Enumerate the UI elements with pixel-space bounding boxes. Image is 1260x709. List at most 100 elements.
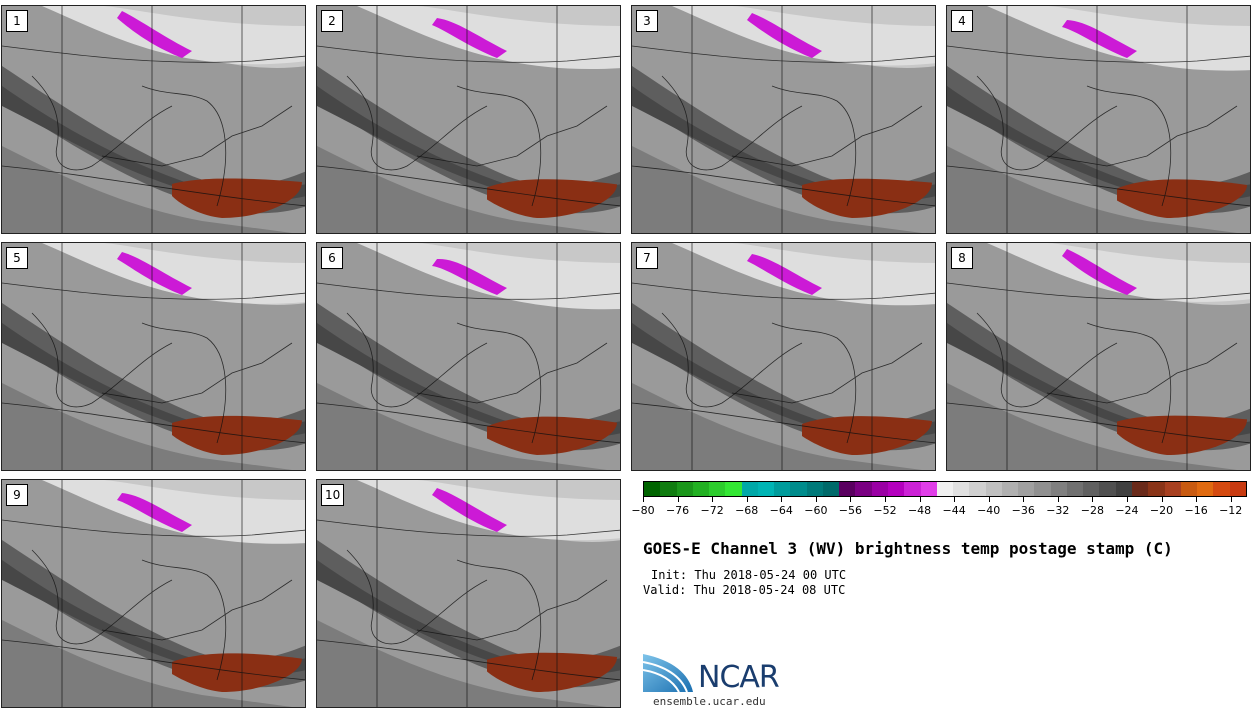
colorbar-tick-mark [954,497,956,502]
colorbar-tick-mark [1161,497,1163,502]
colorbar-ticks: −80 −76 −72 −68 −64 −60 −56 −52 −48 −44 −40 −36 −32−… [631,497,1247,519]
colorbar-swatch [709,482,726,496]
colorbar-swatch [871,482,888,496]
colorbar-swatch [1180,482,1198,496]
colorbar-swatch [953,482,970,496]
water-vapor-map [947,6,1250,233]
colorbar-tick-label: −36 [1011,504,1035,517]
colorbar-tick-label: −72 [700,504,724,517]
colorbar-swatch [725,482,742,496]
water-vapor-map [632,6,935,233]
panel-label: 10 [321,484,345,506]
panel-label: 7 [636,247,658,269]
colorbar-swatch [904,482,921,496]
colorbar-tick-label: −68 [735,504,759,517]
panel-label: 3 [636,10,658,32]
colorbar-swatch [1083,482,1100,496]
colorbar-tick-label: −44 [942,504,966,517]
map-panel: 6 [316,242,621,471]
colorbar-tick-label: −12 [1219,504,1243,517]
colorbar-swatch [1131,482,1149,496]
panel-label: 6 [321,247,343,269]
colorbar-tick-mark [1196,497,1198,502]
water-vapor-map [317,243,620,470]
site-url: ensemble.ucar.edu [653,695,766,708]
colorbar-swatch [1001,482,1019,496]
colorbar-swatch [855,482,872,496]
colorbar-swatch [741,482,758,496]
panel-label: 5 [6,247,28,269]
panel-label: 2 [321,10,343,32]
colorbar-tick-mark [988,497,990,502]
colorbar-tick-label: −76 [665,504,690,517]
colorbar-tick-label: −40 [977,504,1001,517]
panel-label: 8 [951,247,973,269]
water-vapor-map [2,480,305,707]
colorbar-tick-mark [712,497,714,502]
colorbar-swatch [790,482,807,496]
colorbar-tick-label: −28 [1080,504,1104,517]
colorbar-swatch [985,482,1002,496]
colorbar-tick-label: −20 [1149,504,1174,517]
colorbar-tick-label: −16 [1184,504,1208,517]
panel-label: 4 [951,10,973,32]
map-panel: 3 [631,5,936,234]
colorbar-swatch [936,482,954,496]
water-vapor-map [632,243,935,470]
colorbar-tick-mark [781,497,783,502]
colorbar-tick-mark [884,497,886,502]
colorbar-swatch [806,482,823,496]
colorbar-swatch [1018,482,1035,496]
colorbar-swatch [969,482,986,496]
colorbar-swatch [774,482,791,496]
colorbar-swatch [887,482,905,496]
colorbar-tick-mark [815,497,817,502]
colorbar-swatch [839,482,856,496]
map-panel: 5 [1,242,306,471]
map-panel: 7 [631,242,936,471]
colorbar-swatch [1229,482,1246,496]
colorbar-tick-label: −32 [1046,504,1070,517]
colorbar-tick-label: −60 [804,504,828,517]
colorbar-swatch [920,482,937,496]
water-vapor-map [2,6,305,233]
colorbar-swatch [1099,482,1116,496]
colorbar-swatch [1115,482,1132,496]
colorbar-swatch [1066,482,1084,496]
colorbar-swatch [822,482,840,496]
colorbar-tick-mark [919,497,921,502]
water-vapor-map [317,480,620,707]
colorbar-swatch [1050,482,1067,496]
colorbar-swatch [644,482,661,496]
colorbar-tick-mark [746,497,748,502]
colorbar-swatch [692,482,710,496]
colorbar-tick-label: −24 [1115,504,1139,517]
colorbar-tick-mark [1023,497,1025,502]
colorbar-tick-mark [643,497,644,502]
colorbar-tick-mark [1057,497,1059,502]
map-panel: 8 [946,242,1251,471]
colorbar-swatch [757,482,775,496]
colorbar-tick-label: −52 [873,504,897,517]
panel-label: 1 [6,10,28,32]
map-panel: 1 [1,5,306,234]
map-panel: 10 [316,479,621,708]
map-panel: 2 [316,5,621,234]
colorbar-tick-label: −48 [907,504,932,517]
map-panel: 4 [946,5,1251,234]
colorbar-tick-label: −80 [631,504,655,517]
colorbar-tick-mark [1126,497,1128,502]
colorbar-swatch [1034,482,1051,496]
colorbar-tick-label: −64 [769,504,793,517]
colorbar-tick-mark [1092,497,1094,502]
colorbar-swatch [1148,482,1165,496]
colorbar-swatch [1164,482,1181,496]
valid-time: Valid: Thu 2018-05-24 08 UTC [643,583,846,597]
colorbar-swatch [676,482,693,496]
water-vapor-map [947,243,1250,470]
water-vapor-map [317,6,620,233]
ncar-logo-icon [643,654,693,693]
water-vapor-map [2,243,305,470]
colorbar-swatch [1197,482,1214,496]
colorbar-tick-mark [850,497,852,502]
